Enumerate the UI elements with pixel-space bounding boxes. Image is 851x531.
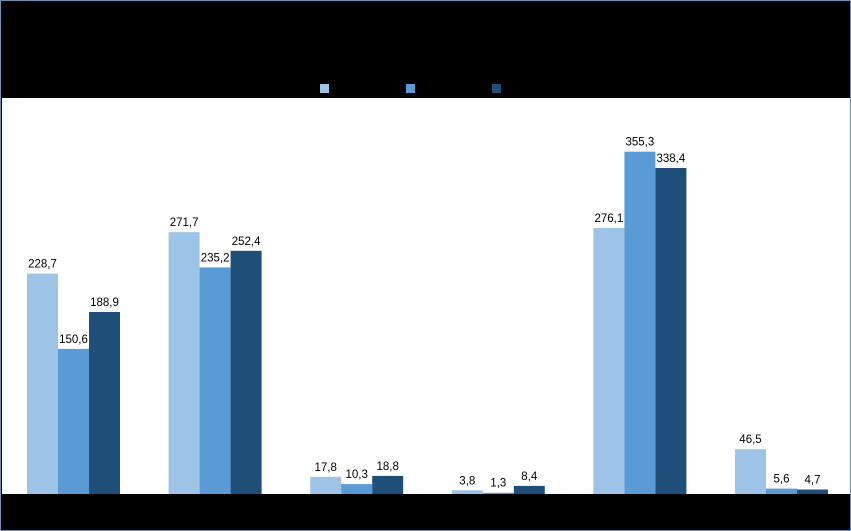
bar-series-2-group-3: [341, 484, 373, 494]
legend-swatch-series-2: [406, 84, 415, 93]
data-label-series-1-group-2: 271,7: [170, 217, 199, 229]
bar-series-2-group-1: [58, 348, 89, 494]
bar-series-3-group-4: [513, 485, 545, 494]
bar-series-3-group-3: [372, 475, 404, 494]
bar-series-1-group-1: [27, 273, 58, 494]
data-label-series-2-group-1: 150,6: [59, 334, 88, 346]
plot-area: [2, 98, 850, 494]
data-label-series-1-group-6: 46,5: [739, 434, 761, 446]
bar-series-2-group-6: [766, 488, 797, 494]
data-label-series-3-group-6: 4,7: [805, 475, 821, 487]
bar-series-3-group-5: [655, 168, 687, 494]
data-label-series-2-group-3: 10,3: [346, 469, 368, 481]
bar-series-1-group-6: [735, 449, 766, 494]
bar-series-2-group-2: [199, 267, 231, 494]
chart-header-band: [2, 2, 850, 97]
data-label-series-3-group-1: 188,9: [90, 297, 119, 309]
bar-series-1-group-4: [451, 490, 483, 494]
data-label-series-3-group-4: 8,4: [521, 471, 538, 483]
legend: [1, 82, 850, 94]
data-label-series-3-group-5: 338,4: [657, 153, 686, 165]
data-label-series-1-group-3: 17,8: [315, 462, 337, 474]
data-label-series-2-group-5: 355,3: [626, 137, 655, 149]
data-label-series-1-group-4: 3,8: [459, 475, 475, 487]
legend-swatch-series-3: [492, 84, 501, 93]
bar-series-3-group-1: [89, 312, 120, 494]
data-label-series-2-group-4: 1,3: [490, 478, 506, 490]
bar-series-1-group-5: [593, 228, 625, 494]
data-label-series-2-group-6: 5,6: [774, 474, 790, 486]
bar-series-2-group-5: [624, 151, 656, 494]
bar-series-2-group-4: [482, 492, 514, 494]
bar-series-3-group-6: [797, 489, 828, 494]
data-label-series-2-group-2: 235,2: [201, 252, 230, 264]
legend-swatch-series-1: [320, 84, 329, 93]
data-label-series-1-group-1: 228,7: [28, 259, 57, 271]
bar-series-1-group-2: [168, 232, 200, 494]
data-label-series-3-group-2: 252,4: [232, 236, 261, 248]
data-label-series-3-group-3: 18,8: [377, 461, 399, 473]
bar-series-1-group-3: [310, 476, 342, 494]
data-label-series-1-group-5: 276,1: [595, 213, 624, 225]
category-axis-band: [2, 494, 850, 530]
bar-series-3-group-2: [230, 250, 262, 494]
